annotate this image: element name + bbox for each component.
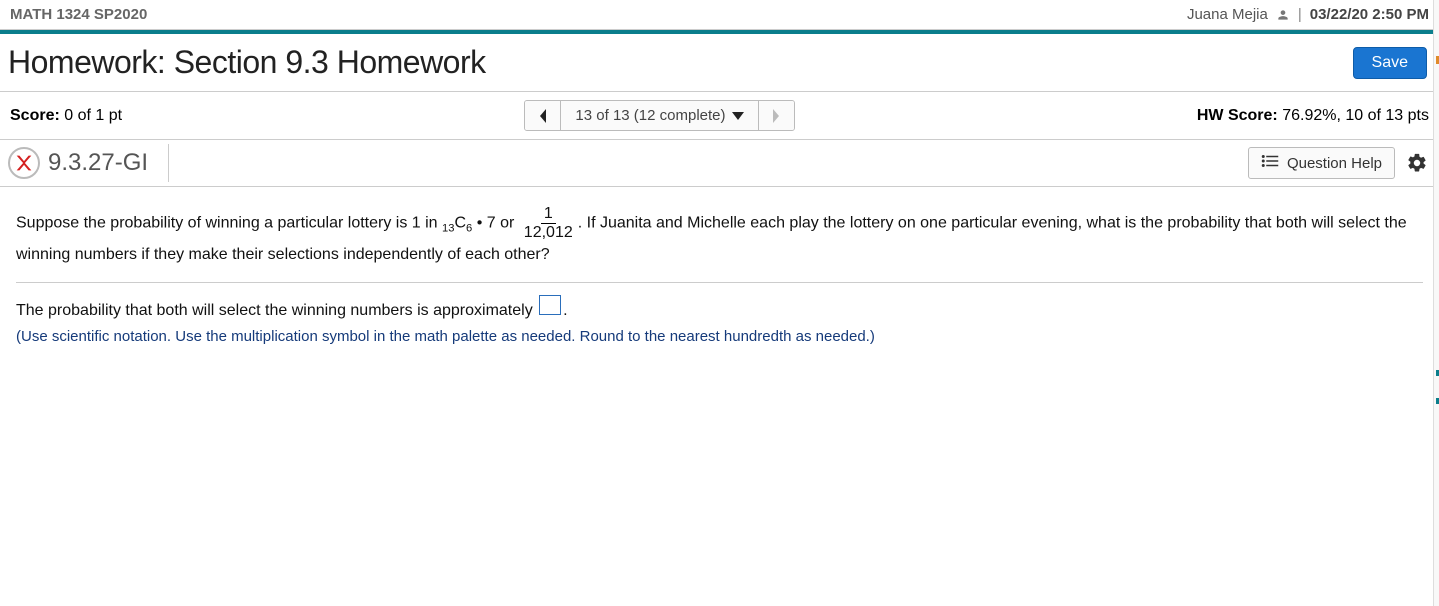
page-title: Homework: Section 9.3 Homework (8, 44, 486, 81)
user-name: Juana Mejia (1187, 6, 1268, 23)
list-icon (1261, 154, 1279, 172)
save-button[interactable]: Save (1353, 47, 1427, 79)
incorrect-icon (8, 147, 40, 179)
nav-position-dropdown[interactable]: 13 of 13 (12 complete) (561, 101, 757, 130)
fraction: 112,012 (521, 205, 576, 241)
comb-sym: C (454, 214, 466, 231)
nav-next-button[interactable] (758, 101, 794, 130)
problem-pre: Suppose the probability of winning a par… (16, 214, 442, 231)
top-divider: | (1298, 6, 1302, 23)
question-id: 9.3.27-GI (48, 144, 169, 182)
mult-val: 7 (487, 214, 496, 231)
score-label: Score: (10, 107, 60, 124)
nav-prev-button[interactable] (525, 101, 561, 130)
question-help-button[interactable]: Question Help (1248, 147, 1395, 179)
scrollbar-track[interactable] (1433, 0, 1439, 606)
problem-text: Suppose the probability of winning a par… (16, 205, 1423, 283)
top-bar: MATH 1324 SP2020 Juana Mejia | 03/22/20 … (0, 0, 1439, 29)
score-row: Score: 0 of 1 pt 13 of 13 (12 complete) … (0, 92, 1439, 140)
hw-score-value: 76.92%, 10 of 13 pts (1282, 107, 1429, 124)
score-value: 0 of 1 pt (64, 107, 122, 124)
hw-score-label: HW Score: (1197, 107, 1278, 124)
answer-hint: (Use scientific notation. Use the multip… (16, 328, 1423, 345)
hw-score: HW Score: 76.92%, 10 of 13 pts (1197, 107, 1429, 125)
nav-center: 13 of 13 (12 complete) (122, 100, 1197, 131)
answer-input[interactable] (539, 295, 561, 315)
course-code: MATH 1324 SP2020 (10, 6, 147, 23)
answer-post: . (563, 302, 567, 319)
question-nav: 13 of 13 (12 complete) (524, 100, 794, 131)
mult-sym: • (472, 214, 487, 231)
question-left: 9.3.27-GI (8, 144, 169, 182)
title-row: Homework: Section 9.3 Homework Save (0, 34, 1439, 92)
fraction-den: 12,012 (521, 224, 576, 242)
chevron-down-icon (732, 112, 744, 120)
problem-or: or (496, 214, 519, 231)
fraction-num: 1 (541, 205, 556, 224)
answer-pre: The probability that both will select th… (16, 302, 537, 319)
question-help-label: Question Help (1287, 155, 1382, 172)
question-bar: 9.3.27-GI Question Help (0, 140, 1439, 187)
question-content: Suppose the probability of winning a par… (0, 187, 1439, 363)
comb-base: 13 (442, 223, 454, 235)
nav-position-text: 13 of 13 (12 complete) (575, 107, 725, 124)
question-right: Question Help (1248, 147, 1431, 179)
user-icon[interactable] (1276, 8, 1290, 22)
datetime: 03/22/20 2:50 PM (1310, 6, 1429, 23)
score-left: Score: 0 of 1 pt (10, 107, 122, 125)
answer-line: The probability that both will select th… (16, 295, 1423, 326)
top-bar-right: Juana Mejia | 03/22/20 2:50 PM (1187, 6, 1429, 23)
app-window: MATH 1324 SP2020 Juana Mejia | 03/22/20 … (0, 0, 1439, 606)
settings-button[interactable] (1403, 149, 1431, 177)
